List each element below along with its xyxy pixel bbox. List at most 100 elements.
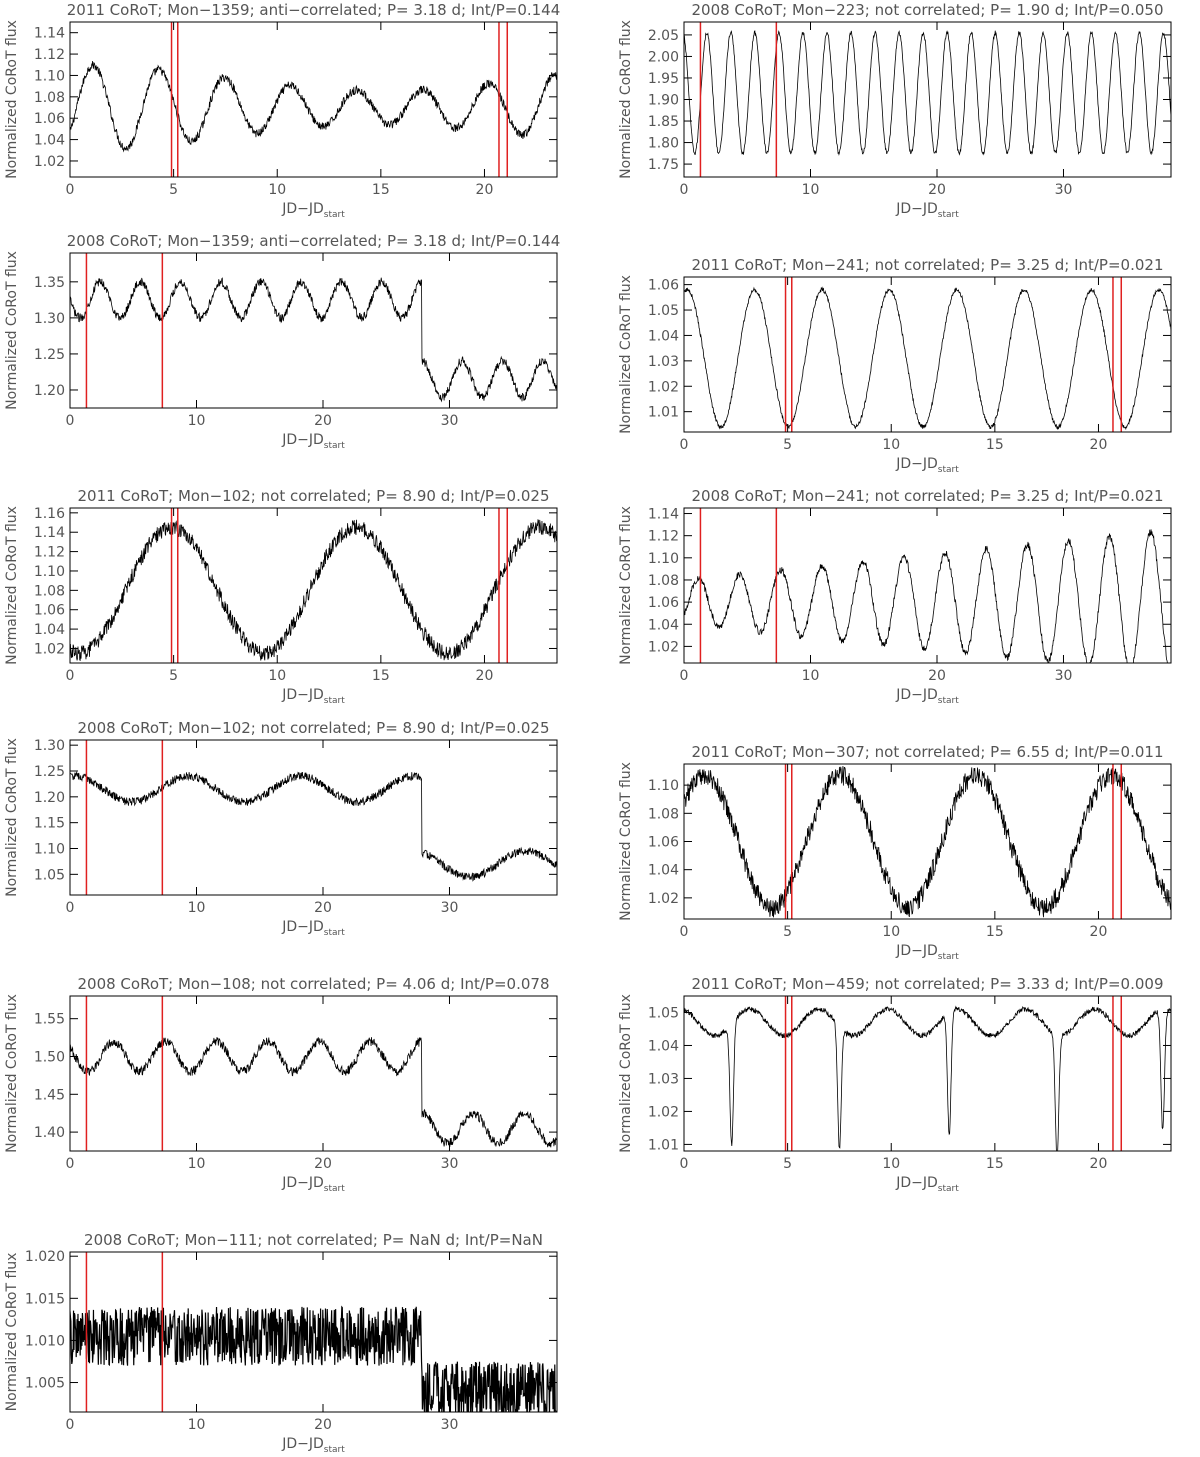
y-tick-label: 1.20	[34, 383, 65, 399]
y-tick-label: 1.04	[648, 617, 679, 633]
x-tick-label: 20	[1090, 437, 1108, 453]
y-axis-label: Normalized CoRoT flux	[618, 994, 634, 1153]
y-axis-label: Normalized CoRoT flux	[4, 20, 20, 179]
lightcurve-line	[684, 1005, 1171, 1151]
x-tick-label: 5	[783, 1156, 792, 1172]
x-tick-label: 20	[314, 1156, 332, 1172]
x-axis-label: JD−JDstart	[281, 687, 345, 706]
x-axis-label-sub: start	[324, 210, 345, 220]
plot-frame	[683, 763, 1172, 920]
x-axis-label-main: JD−JD	[895, 687, 938, 703]
x-tick-label: 10	[882, 1156, 900, 1172]
x-tick-label: 20	[928, 182, 946, 198]
y-tick-label: 1.08	[34, 90, 65, 106]
x-tick-label: 0	[680, 924, 689, 940]
y-tick-label: 1.14	[648, 507, 679, 523]
y-tick-label: 1.12	[34, 545, 65, 561]
x-tick-label: 30	[1055, 668, 1073, 684]
y-tick-label: 1.08	[34, 583, 65, 599]
y-axis-label: Normalized CoRoT flux	[4, 251, 20, 410]
x-axis-label: JD−JDstart	[281, 201, 345, 220]
y-tick-label: 1.90	[648, 93, 679, 109]
chart-title: 2011 CoRoT; Mon−241; not correlated; P= …	[691, 256, 1163, 274]
lightcurve-line	[70, 277, 557, 403]
plot-frame	[69, 739, 558, 896]
y-tick-label: 2.00	[648, 49, 679, 65]
y-axis-label: Normalized CoRoT flux	[4, 738, 20, 897]
x-axis-label-sub: start	[324, 696, 345, 706]
y-tick-label: 1.12	[648, 529, 679, 545]
chart-panel: 2008 CoRoT; Mon−1359; anti−correlated; P…	[4, 232, 560, 451]
chart-panel: 2011 CoRoT; Mon−241; not correlated; P= …	[618, 256, 1172, 475]
y-tick-label: 1.05	[648, 1005, 679, 1021]
x-tick-label: 15	[986, 437, 1004, 453]
plot-frame	[683, 276, 1172, 433]
x-axis-label: JD−JDstart	[895, 456, 959, 475]
x-axis-label-main: JD−JD	[281, 201, 324, 217]
x-tick-label: 10	[188, 1156, 206, 1172]
y-tick-label: 1.06	[648, 278, 679, 294]
y-tick-label: 1.06	[34, 111, 65, 127]
x-tick-label: 30	[441, 413, 459, 429]
y-axis-label: Normalized CoRoT flux	[4, 994, 20, 1153]
x-tick-label: 20	[314, 413, 332, 429]
lightcurve-line	[684, 286, 1171, 431]
y-tick-label: 1.08	[648, 573, 679, 589]
y-tick-label: 1.35	[34, 275, 65, 291]
x-tick-label: 20	[928, 668, 946, 684]
chart-panel: 2011 CoRoT; Mon−102; not correlated; P= …	[4, 487, 558, 706]
x-tick-label: 10	[188, 413, 206, 429]
y-tick-label: 1.04	[34, 622, 65, 638]
y-tick-label: 1.95	[648, 71, 679, 87]
chart-title: 2008 CoRoT; Mon−102; not correlated; P= …	[77, 719, 549, 737]
x-axis-label-sub: start	[938, 465, 959, 475]
x-axis-label-sub: start	[324, 928, 345, 938]
y-tick-label: 1.45	[34, 1087, 65, 1103]
x-tick-label: 10	[268, 668, 286, 684]
x-tick-label: 0	[66, 182, 75, 198]
x-axis-label: JD−JDstart	[281, 1175, 345, 1194]
x-tick-label: 10	[268, 182, 286, 198]
y-tick-label: 1.02	[34, 154, 65, 170]
x-axis-label-sub: start	[324, 1445, 345, 1455]
x-tick-label: 20	[1090, 1156, 1108, 1172]
x-tick-label: 5	[169, 668, 178, 684]
plot-frame	[683, 995, 1172, 1152]
plot-frame	[69, 507, 558, 664]
x-axis-label-main: JD−JD	[281, 919, 324, 935]
x-tick-label: 0	[66, 1156, 75, 1172]
y-tick-label: 1.30	[34, 738, 65, 754]
plot-frame	[683, 507, 1172, 664]
y-tick-label: 1.04	[648, 863, 679, 879]
y-tick-label: 1.05	[648, 303, 679, 319]
chart-title: 2011 CoRoT; Mon−307; not correlated; P= …	[691, 743, 1163, 761]
x-axis-label-main: JD−JD	[281, 1436, 324, 1452]
x-tick-label: 10	[882, 924, 900, 940]
lightcurve-line	[684, 765, 1171, 918]
x-axis-label: JD−JDstart	[895, 1175, 959, 1194]
chart-title: 2011 CoRoT; Mon−102; not correlated; P= …	[77, 487, 549, 505]
y-tick-label: 1.06	[648, 835, 679, 851]
y-tick-label: 1.12	[34, 47, 65, 63]
x-tick-label: 15	[986, 1156, 1004, 1172]
plot-frame	[69, 1251, 558, 1413]
x-tick-label: 10	[802, 668, 820, 684]
x-axis-label: JD−JDstart	[895, 943, 959, 962]
chart-panel: 2008 CoRoT; Mon−223; not correlated; P= …	[618, 1, 1172, 220]
x-tick-label: 20	[314, 1417, 332, 1433]
y-tick-label: 1.03	[648, 354, 679, 370]
chart-panel: 2008 CoRoT; Mon−111; not correlated; P= …	[4, 1231, 558, 1455]
x-axis-label-sub: start	[324, 441, 345, 451]
y-tick-label: 1.10	[648, 778, 679, 794]
y-tick-label: 1.04	[648, 328, 679, 344]
plot-frame	[69, 995, 558, 1152]
y-tick-label: 1.20	[34, 790, 65, 806]
x-tick-label: 20	[314, 900, 332, 916]
x-axis-label-sub: start	[938, 210, 959, 220]
y-tick-label: 1.50	[34, 1049, 65, 1065]
x-axis-label-main: JD−JD	[281, 687, 324, 703]
y-tick-label: 1.010	[25, 1333, 65, 1349]
chart-title: 2008 CoRoT; Mon−108; not correlated; P= …	[77, 975, 549, 993]
x-tick-label: 10	[188, 1417, 206, 1433]
